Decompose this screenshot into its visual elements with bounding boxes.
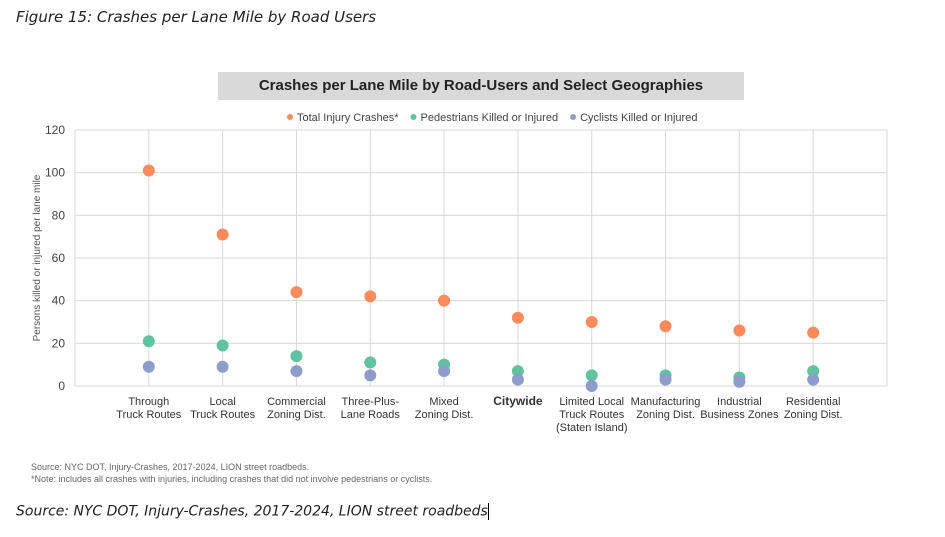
chart-footnote: *Note: includes all crashes with injurie… bbox=[31, 474, 433, 484]
chart-title: Crashes per Lane Mile by Road-Users and … bbox=[218, 72, 744, 100]
x-tick-label: Mixed bbox=[429, 396, 458, 408]
legend-marker bbox=[570, 114, 577, 120]
data-point bbox=[585, 316, 598, 328]
x-tick-label: Lane Roads bbox=[341, 409, 401, 421]
data-point bbox=[733, 375, 746, 388]
x-tick-label: Limited Local bbox=[559, 396, 624, 408]
x-tick-label: Zoning Dist. bbox=[636, 409, 695, 421]
data-point bbox=[438, 365, 451, 378]
x-tick-label: Citywide bbox=[493, 394, 543, 408]
x-tick-label: Manufacturing bbox=[631, 396, 701, 408]
y-axis-label: Persons killed or injured per lane mile bbox=[32, 174, 43, 341]
data-point bbox=[807, 373, 820, 386]
text-cursor bbox=[487, 503, 489, 520]
data-point bbox=[364, 369, 377, 382]
data-point bbox=[290, 286, 303, 299]
x-tick-label: (Staten Island) bbox=[556, 422, 628, 434]
y-tick-label: 100 bbox=[45, 166, 65, 180]
legend-label: Total Injury Crashes* bbox=[297, 112, 399, 124]
source-text: Source: NYC DOT, Injury-Crashes, 2017-20… bbox=[16, 503, 488, 520]
data-point bbox=[585, 369, 598, 382]
data-point bbox=[807, 365, 820, 378]
data-point bbox=[216, 360, 229, 373]
data-point bbox=[364, 290, 377, 303]
data-point bbox=[438, 294, 451, 307]
data-point bbox=[659, 320, 672, 333]
y-tick-label: 80 bbox=[52, 208, 66, 222]
data-point bbox=[142, 164, 155, 177]
x-tick-label: Business Zones bbox=[700, 409, 779, 421]
x-tick-label: Commercial bbox=[267, 396, 326, 408]
x-tick-label: Three-Plus- bbox=[342, 396, 400, 408]
data-point bbox=[142, 335, 155, 348]
data-point bbox=[216, 228, 229, 241]
x-tick-label: Through bbox=[128, 396, 169, 408]
data-point bbox=[659, 373, 672, 386]
data-point bbox=[807, 326, 820, 339]
data-point bbox=[511, 311, 524, 324]
x-tick-label: Truck Routes bbox=[559, 409, 625, 421]
source-caption: Source: NYC DOT, Injury-Crashes, 2017-20… bbox=[16, 503, 489, 520]
chart-source-note: Source: NYC DOT, Injury-Crashes, 2017-20… bbox=[31, 462, 310, 472]
legend-label: Pedestrians Killed or Injured bbox=[421, 112, 559, 124]
x-tick-label: Truck Routes bbox=[116, 409, 182, 421]
legend-label: Cyclists Killed or Injured bbox=[580, 112, 697, 124]
x-tick-label: Local bbox=[209, 396, 235, 408]
x-tick-label: Residential bbox=[786, 396, 840, 408]
data-point bbox=[511, 373, 524, 386]
data-point bbox=[290, 350, 303, 363]
data-point bbox=[216, 339, 229, 352]
legend-marker bbox=[287, 114, 293, 120]
legend-marker bbox=[410, 114, 417, 120]
data-point bbox=[364, 356, 377, 369]
y-tick-label: 60 bbox=[52, 251, 66, 265]
y-tick-label: 120 bbox=[45, 123, 65, 137]
y-tick-label: 20 bbox=[52, 336, 66, 350]
data-point bbox=[585, 380, 598, 392]
data-point bbox=[733, 324, 746, 337]
x-tick-label: Zoning Dist. bbox=[415, 409, 474, 421]
y-tick-label: 40 bbox=[52, 294, 66, 308]
y-tick-label: 0 bbox=[58, 379, 65, 393]
figure-caption: Figure 15: Crashes per Lane Mile by Road… bbox=[16, 8, 377, 26]
x-tick-label: Zoning Dist. bbox=[784, 409, 843, 421]
x-tick-label: Zoning Dist. bbox=[267, 409, 326, 421]
x-tick-label: Truck Routes bbox=[190, 409, 256, 421]
data-point bbox=[290, 365, 303, 378]
data-point bbox=[142, 360, 155, 373]
data-point bbox=[511, 365, 524, 378]
x-tick-label: Industrial bbox=[717, 396, 762, 408]
